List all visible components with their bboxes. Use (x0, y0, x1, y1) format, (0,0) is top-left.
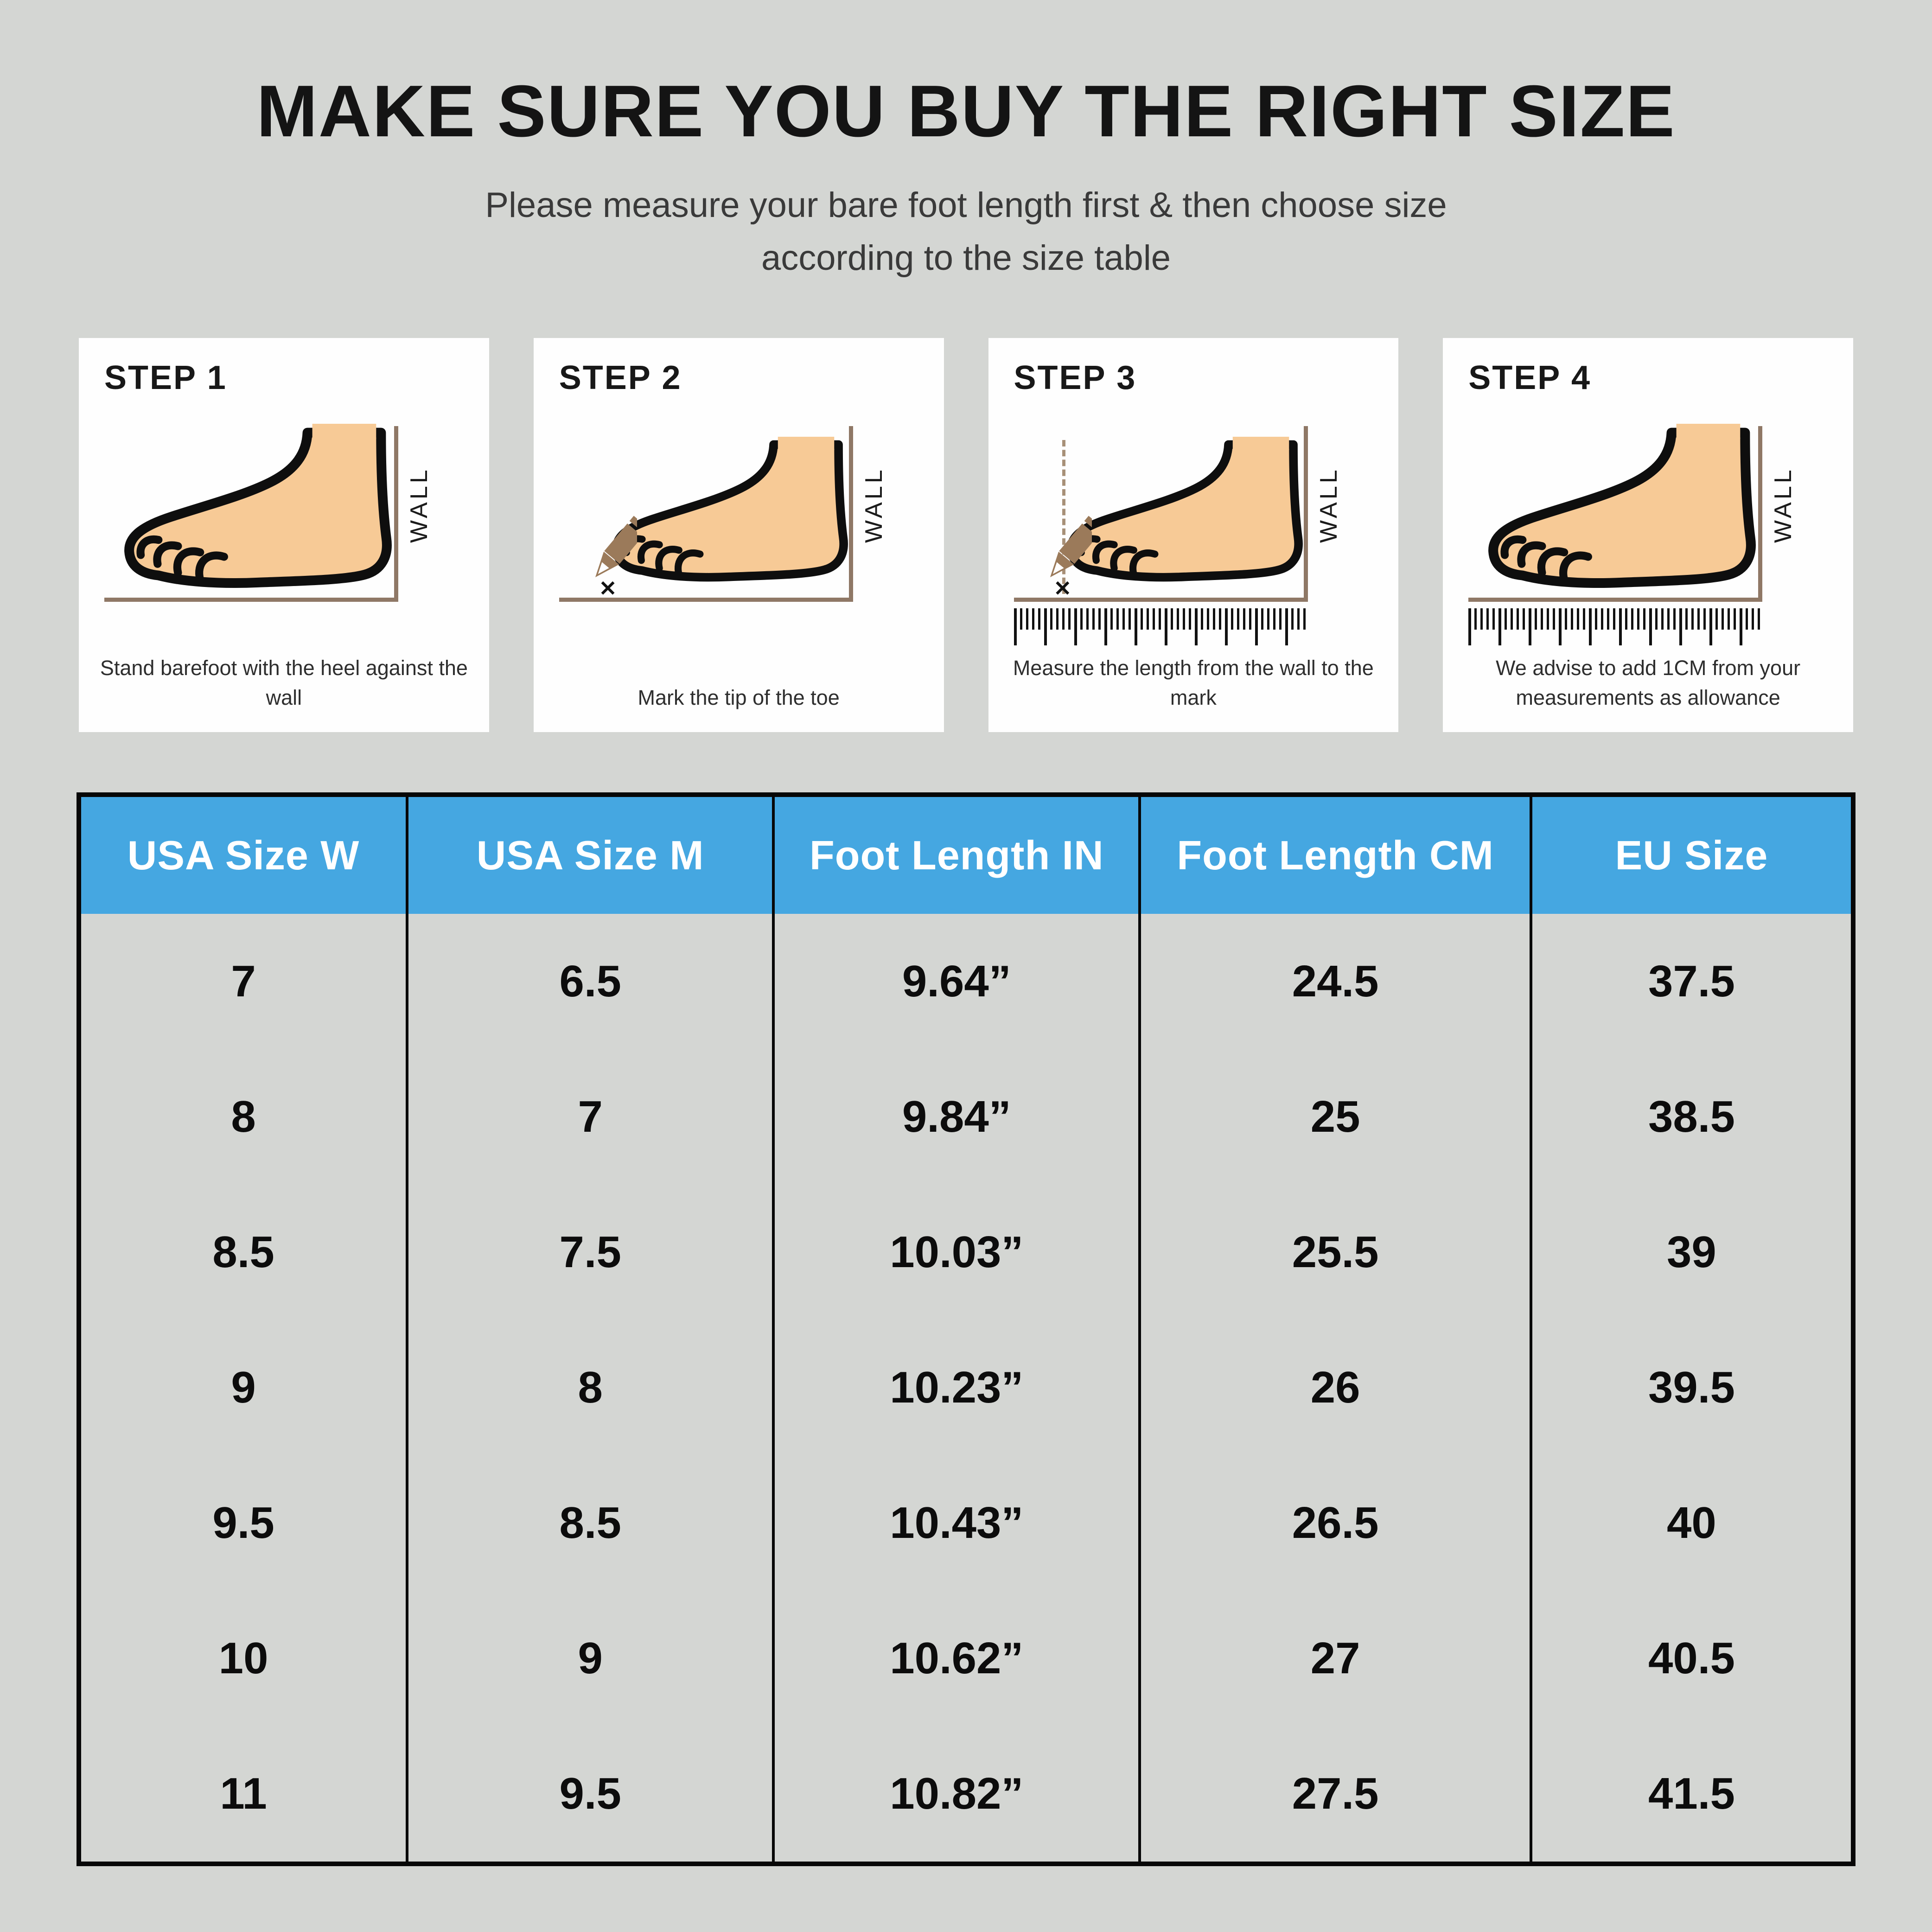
step-4-label: STEP 4 (1468, 359, 1592, 396)
subtitle-line-2: according to the size table (761, 238, 1171, 278)
wall-label: WALL (1770, 467, 1797, 543)
table-cell: 26.5 (1141, 1455, 1532, 1591)
table-cell: 8.5 (408, 1455, 775, 1591)
step-2-illustration: WALL ✕ (559, 401, 918, 660)
floor-line (559, 598, 853, 602)
table-header-cell: EU Size (1532, 797, 1851, 914)
step-1-caption: Stand barefoot with the heel against the… (100, 656, 468, 710)
table-cell: 10 (81, 1591, 409, 1726)
table-cell: 10.43” (775, 1455, 1141, 1591)
table-cell: 27.5 (1141, 1726, 1532, 1862)
table-cell: 40.5 (1648, 1633, 1735, 1683)
table-cell: 7 (408, 1049, 775, 1185)
pencil-icon (587, 516, 637, 584)
foot-icon (1480, 424, 1764, 606)
step-1-label: STEP 1 (104, 359, 227, 396)
steps-row: STEP 1 WALL Stand barefoot with the heel… (79, 338, 1853, 732)
table-cell: 9.84” (775, 1049, 1141, 1185)
ruler-icon (1014, 608, 1308, 645)
foot-icon (1059, 437, 1310, 597)
step-3-illustration: WALL ✕ (1014, 401, 1373, 660)
table-cell: 9 (81, 1320, 409, 1455)
page-title: MAKE SURE YOU BUY THE RIGHT SIZE (256, 70, 1676, 152)
table-cell: 37.5 (1648, 956, 1735, 1006)
step-4-caption: We advise to add 1CM from your measureme… (1496, 656, 1801, 710)
floor-line (1014, 598, 1308, 602)
table-cell: 9 (408, 1591, 775, 1726)
x-mark: ✕ (1053, 576, 1072, 600)
step-3-caption: Measure the length from the wall to the … (1013, 656, 1374, 710)
wall-label: WALL (1315, 467, 1342, 543)
wall-line (394, 426, 398, 601)
table-cell: 38.5 (1648, 1092, 1735, 1141)
foot-icon (605, 437, 855, 597)
wall-line (1303, 426, 1308, 601)
header: MAKE SURE YOU BUY THE RIGHT SIZE Please … (0, 0, 1932, 285)
step-4-card: STEP 4 WALL We advise to add 1CM from yo… (1443, 338, 1853, 732)
wall-label: WALL (406, 467, 433, 543)
floor-line (104, 598, 398, 602)
table-cell: 39.5 (1648, 1363, 1735, 1412)
step-3-card: STEP 3 WALL ✕ Measure the length from th… (988, 338, 1399, 732)
wall-line (1758, 426, 1763, 601)
subtitle-line-1: Please measure your bare foot length fir… (485, 185, 1447, 225)
foot-icon (116, 424, 400, 606)
table-cell: 9.5 (81, 1455, 409, 1591)
table-cell: 39 (1667, 1227, 1716, 1277)
step-2-card: STEP 2 WALL ✕ Mark the tip of the toe (533, 338, 944, 732)
table-cell: 27 (1141, 1591, 1532, 1726)
table-cell: 10.03” (775, 1185, 1141, 1320)
measure-guide-line (1062, 440, 1065, 594)
table-cell: 9.5 (408, 1726, 775, 1862)
wall-line (848, 426, 853, 601)
table-cell: 25.5 (1141, 1185, 1532, 1320)
step-2-label: STEP 2 (559, 359, 682, 396)
table-cell: 40 (1667, 1498, 1716, 1548)
table-header-cell: USA Size M (408, 797, 775, 914)
table-cell: 7.5 (408, 1185, 775, 1320)
table-header-cell: Foot Length CM (1141, 797, 1532, 914)
step-4-illustration: WALL (1468, 401, 1828, 660)
step-1-illustration: WALL (104, 401, 464, 660)
page-subtitle: Please measure your bare foot length fir… (0, 179, 1932, 285)
table-header-cell: USA Size W (81, 797, 409, 914)
table-cell: 8 (81, 1049, 409, 1185)
size-table: USA Size W USA Size M Foot Length IN Foo… (77, 792, 1855, 1866)
table-cell: 9.64” (775, 914, 1141, 1049)
step-3-label: STEP 3 (1014, 359, 1137, 396)
table-cell: 7 (81, 914, 409, 1049)
table-cell: 11 (81, 1726, 409, 1862)
ruler-icon (1468, 608, 1763, 645)
step-1-card: STEP 1 WALL Stand barefoot with the heel… (79, 338, 489, 732)
table-cell: 24.5 (1141, 914, 1532, 1049)
table-cell: 10.62” (775, 1591, 1141, 1726)
wall-label: WALL (860, 467, 887, 543)
pencil-icon (1042, 516, 1092, 584)
table-cell: 25 (1141, 1049, 1532, 1185)
table-header-cell: Foot Length IN (775, 797, 1141, 914)
table-cell: 6.5 (408, 914, 775, 1049)
table-cell: 41.5 (1648, 1769, 1735, 1818)
floor-line (1468, 598, 1763, 602)
x-mark: ✕ (599, 576, 617, 600)
table-cell: 8 (408, 1320, 775, 1455)
table-cell: 8.5 (81, 1185, 409, 1320)
step-2-caption: Mark the tip of the toe (638, 686, 840, 710)
table-cell: 10.23” (775, 1320, 1141, 1455)
table-cell: 26 (1141, 1320, 1532, 1455)
table-cell: 10.82” (775, 1726, 1141, 1862)
